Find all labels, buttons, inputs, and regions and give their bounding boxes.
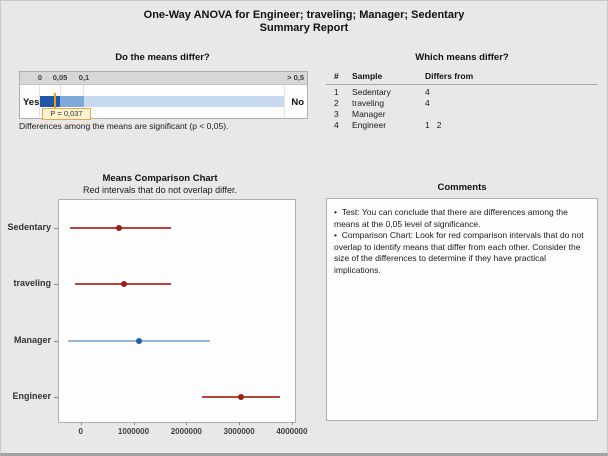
mean-dot bbox=[135, 337, 142, 344]
differs-table: # Sample Differs from 1 Sedentary 4 2 travel… bbox=[326, 71, 598, 137]
chart-plot-area bbox=[58, 199, 296, 423]
p-tick-gt05: > 0,5 bbox=[287, 73, 304, 82]
x-tick bbox=[291, 422, 293, 425]
means-comparison-chart: Sedentary traveling Manager Engineer 0 100000… bbox=[1, 161, 319, 453]
comments-title: Comments bbox=[437, 182, 487, 193]
x-tick-label: 4000000 bbox=[276, 427, 308, 436]
table-row: 2 traveling 4 bbox=[326, 98, 598, 109]
x-tick-label: 2000000 bbox=[170, 427, 202, 436]
marginal-zone-bar bbox=[60, 96, 84, 107]
table-row: 3 Manager bbox=[326, 109, 598, 120]
y-axis-label: Sedentary bbox=[7, 222, 51, 232]
gridline bbox=[39, 85, 40, 117]
table-row: 4 Engineer 1 2 bbox=[326, 120, 598, 131]
no-label: No bbox=[291, 97, 304, 108]
p-value-marker bbox=[53, 93, 56, 111]
y-axis-label: Manager bbox=[13, 334, 51, 345]
p-value-label: P = 0,037 bbox=[42, 108, 91, 120]
table-row: 1 Sedentary 4 bbox=[326, 87, 598, 98]
y-tick bbox=[54, 396, 58, 398]
y-axis-label: traveling bbox=[13, 278, 51, 289]
col-header-differs: Differs from bbox=[425, 71, 474, 81]
row-sample: Sedentary bbox=[352, 87, 391, 97]
mean-dot bbox=[116, 225, 123, 231]
row-differs: 4 bbox=[425, 87, 430, 97]
yes-label: Yes bbox=[23, 97, 40, 108]
x-tick-label: 1000000 bbox=[117, 427, 150, 436]
comment-item: • Comparison Chart: Look for red compari… bbox=[334, 230, 584, 275]
col-header-sample: Sample bbox=[352, 71, 383, 81]
row-num: 1 bbox=[334, 87, 339, 97]
p-value-gauge: 0 0,05 0,1 > 0,5 Yes No P = 0,037 bbox=[19, 71, 308, 120]
row-sample: Engineer bbox=[352, 120, 387, 130]
y-tick bbox=[54, 284, 58, 286]
x-tick bbox=[239, 422, 241, 425]
p-tick-0: 0 bbox=[37, 73, 43, 82]
row-sample: Manager bbox=[352, 109, 386, 119]
gridline bbox=[284, 85, 285, 117]
report-subtitle: Summary Report bbox=[259, 22, 349, 34]
significance-caption: Differences among the means are signific… bbox=[19, 121, 229, 131]
comment-item: • Test: You can conclude that there are … bbox=[334, 207, 568, 229]
chart-subtitle: Red intervals that do not overlap differ… bbox=[83, 185, 237, 195]
row-sample: traveling bbox=[352, 98, 385, 108]
comments-box: • Test: You can conclude that there are … bbox=[326, 198, 598, 421]
col-header-num: # bbox=[334, 71, 339, 81]
report-title: One-Way ANOVA for Engineer; traveling; M… bbox=[143, 9, 465, 21]
row-differs: 4 bbox=[425, 98, 430, 108]
row-num: 2 bbox=[334, 98, 339, 108]
x-tick bbox=[186, 422, 188, 425]
significant-zone-bar bbox=[39, 96, 61, 107]
p-gauge-tick-strip: 0 0,05 0,1 > 0,5 bbox=[20, 72, 307, 85]
chart-title: Means Comparison Chart bbox=[102, 173, 218, 184]
y-tick bbox=[54, 340, 58, 342]
not-significant-zone-bar bbox=[83, 96, 284, 107]
x-tick bbox=[133, 422, 135, 425]
row-num: 4 bbox=[334, 120, 339, 130]
row-num: 3 bbox=[334, 109, 339, 119]
p-tick-01: 0,1 bbox=[78, 73, 90, 82]
x-tick bbox=[80, 422, 82, 425]
differs-table-title: Which means differ? bbox=[415, 52, 509, 63]
y-axis-label: Engineer bbox=[12, 390, 51, 401]
table-header-separator bbox=[326, 84, 598, 85]
y-tick bbox=[54, 228, 58, 229]
mean-dot bbox=[238, 393, 245, 400]
row-differs: 1 2 bbox=[425, 120, 442, 130]
x-tick-label: 0 bbox=[78, 427, 83, 436]
p-tick-005: 0,05 bbox=[52, 73, 68, 82]
mean-dot bbox=[120, 281, 127, 288]
p-gauge-title: Do the means differ? bbox=[115, 52, 210, 63]
x-tick-label: 3000000 bbox=[223, 427, 255, 436]
comments-body: • Test: You can conclude that there are … bbox=[334, 207, 590, 276]
